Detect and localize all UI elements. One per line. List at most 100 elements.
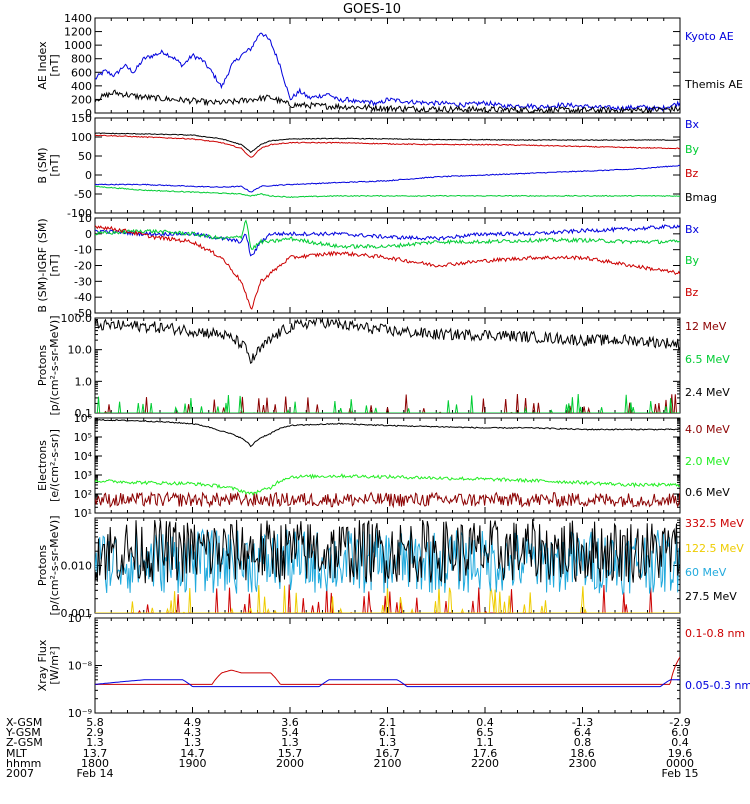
panel-bsm: -100 -50 0 50 100 150 B (SM) [nT] Bx By Bz Bmag (36, 112, 717, 220)
series-line-by (95, 185, 680, 199)
series-line-0-05-0-3-nm (95, 679, 680, 688)
y-tick-label: 10⁵ (74, 431, 92, 444)
panel-frame (94, 617, 681, 714)
y-tick-label: 10³ (74, 469, 92, 482)
ephemeris-value: 15.7 (278, 747, 303, 760)
y-tick-label: 100.0 (61, 312, 93, 325)
ephemeris-value: 1900 (179, 757, 207, 770)
ephemeris-value: 13.7 (83, 747, 108, 760)
date-end-label: Feb 15 (662, 767, 699, 780)
y-tick-label: 50 (78, 150, 92, 163)
ephemeris-value: 1.3 (379, 736, 397, 749)
series-line-bz (95, 225, 680, 310)
series-line-27-5-mev (95, 519, 680, 584)
y-tick-label: 400 (71, 80, 92, 93)
series-line-2-4-mev (95, 318, 680, 365)
series-line-bx (95, 164, 680, 193)
y-tick-label: 1400 (64, 12, 92, 25)
ephemeris-value: 14.7 (180, 747, 205, 760)
ephemeris-value: 6.5 (476, 726, 494, 739)
y-axis-label: [nT] (48, 154, 61, 176)
y-tick-label: 0 (85, 107, 92, 120)
y-axis-label: Protons (36, 345, 49, 386)
data-traces (95, 318, 680, 413)
ephemeris-value: 6.4 (574, 726, 592, 739)
y-tick-label: -100 (67, 207, 92, 220)
data-traces (95, 132, 680, 199)
ephemeris-value: 2100 (374, 757, 402, 770)
ephemeris-value: 2.9 (86, 726, 104, 739)
series-line-60-mev (95, 528, 680, 596)
y-tick-label: -20 (74, 260, 92, 273)
y-tick-label: 10⁻⁹ (68, 707, 92, 720)
ephemeris-value: 4.9 (184, 716, 202, 729)
panel-protons_low: 0.1 1.0 10.0 100.0 Protons [p/(cm²-s-sr-MeV)]… (36, 312, 730, 420)
series-line-12-mev (95, 393, 680, 413)
legend-entry: Bx (685, 223, 700, 236)
y-axis-label: [p/(cm²-s-sr-MeV)] (48, 316, 61, 416)
ephemeris-row-label: Z-GSM (6, 736, 43, 749)
series-line-kyoto-ae (95, 32, 680, 112)
year-label: 2007 (6, 767, 34, 780)
ephemeris-value: 2200 (471, 757, 499, 770)
series-line-4-0-mev (95, 491, 680, 509)
legend-entry: 2.4 MeV (685, 386, 730, 399)
ephemeris-value: 0.4 (476, 716, 494, 729)
legend-entry: Bz (685, 167, 699, 180)
ephemeris-value: 2000 (276, 757, 304, 770)
ephemeris-value: 1.3 (281, 736, 299, 749)
y-tick-label: 10⁻⁸ (68, 660, 93, 673)
ephemeris-value: 18.6 (570, 747, 595, 760)
ephemeris-row-label: X-GSM (6, 716, 42, 729)
y-tick-label: 1.0 (75, 375, 93, 388)
y-tick-label: 1200 (64, 26, 92, 39)
legend-entry: Kyoto AE (685, 30, 734, 43)
legend-entry: 0.6 MeV (685, 486, 730, 499)
legend-entry: 27.5 MeV (685, 590, 737, 603)
y-tick-label: 200 (71, 93, 92, 106)
ephemeris-value: 16.7 (375, 747, 400, 760)
legend-entry: 60 MeV (685, 566, 727, 579)
plot-title: GOES-10 (343, 2, 401, 17)
y-tick-label: 600 (71, 66, 92, 79)
series-line-2-0-mev (95, 473, 680, 496)
ephemeris-row-label: hhmm (6, 757, 41, 770)
ephemeris-row-label: MLT (6, 747, 27, 760)
ephemeris-value: 3.6 (281, 716, 299, 729)
y-tick-label: 10.0 (68, 344, 93, 357)
legend-entry: 0.1-0.8 nm (685, 627, 745, 640)
ephemeris-value: 1.1 (476, 736, 494, 749)
series-line-0-1-0-8-nm (95, 656, 680, 685)
data-traces (95, 418, 680, 509)
y-tick-label: -50 (74, 188, 92, 201)
legend-entry: 332.5 MeV (685, 517, 744, 530)
ephemeris-row-label: Y-GSM (5, 726, 41, 739)
ephemeris-value: 6.1 (379, 726, 397, 739)
y-axis-label: Protons (36, 545, 49, 586)
ephemeris-value: -2.9 (669, 716, 690, 729)
data-traces (95, 32, 680, 113)
y-axis-label: B (SM) (36, 147, 49, 183)
y-axis-label: B (SM)-IGRF (SM) (36, 218, 49, 312)
y-axis-label: Xray Flux (36, 639, 49, 691)
y-tick-label: -10 (74, 244, 92, 257)
ephemeris-value: 4.3 (184, 726, 202, 739)
date-start-label: Feb 14 (77, 767, 114, 780)
y-tick-label: -50 (74, 307, 92, 320)
legend-entry: 12 MeV (685, 320, 727, 333)
legend-entry: 2.0 MeV (685, 455, 730, 468)
ephemeris-table: X-GSM 5.8 4.9 3.6 2.1 0.4 -1.3 -2.9 Y-GSM 2.9 4.3 5… (5, 716, 698, 780)
legend-entry: Bz (685, 286, 699, 299)
ephemeris-value: 5.8 (86, 716, 104, 729)
ephemeris-value: 6.0 (671, 726, 689, 739)
ephemeris-value: 0.8 (574, 736, 592, 749)
y-axis-label: [p/(cm²-s-sr-MeV)] (48, 516, 61, 616)
y-tick-label: 10⁴ (74, 450, 93, 463)
panel-protons_high: 0.001 0.010 Protons [p/(cm²-s-sr-MeV)] 332.5… (36, 516, 744, 621)
y-tick-label: 100 (71, 131, 92, 144)
y-tick-label: 150 (71, 112, 92, 125)
panel-xray: 10⁻⁹ 10⁻⁸ 10⁻⁷ Xray Flux [W/m²] 0.1-0.8 nm 0.0… (36, 612, 750, 720)
y-tick-label: 0.001 (61, 607, 93, 620)
